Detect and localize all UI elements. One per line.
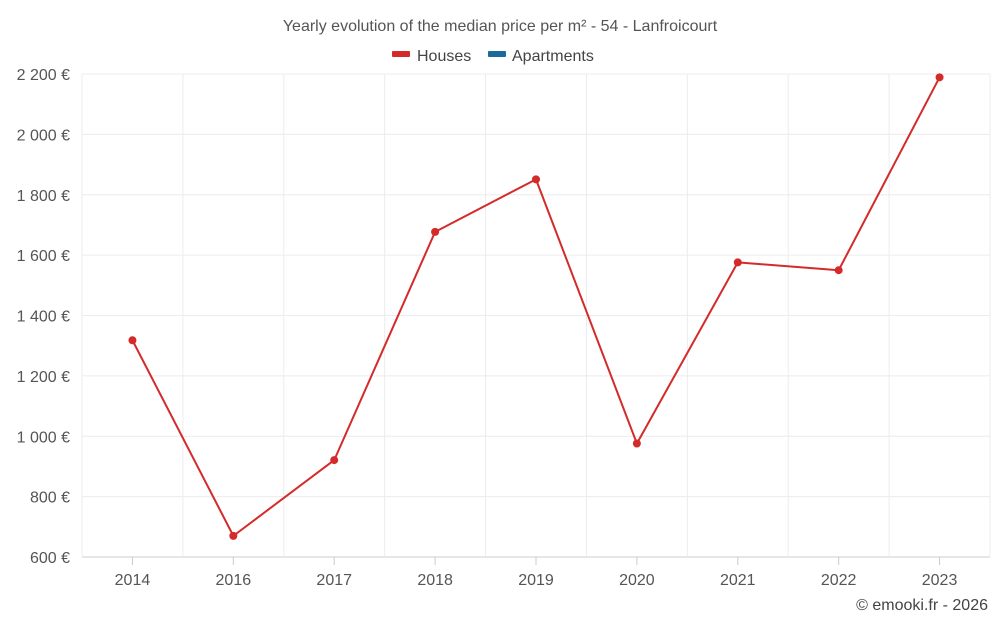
legend-swatch-apartments: [488, 51, 506, 57]
x-tick-label: 2017: [316, 572, 352, 589]
data-point-houses[interactable]: [632, 439, 641, 448]
data-point-houses[interactable]: [935, 73, 944, 82]
data-point-houses[interactable]: [834, 266, 843, 275]
x-tick-label: 2019: [518, 572, 554, 589]
legend: Houses Apartments: [392, 48, 594, 65]
chart-title: Yearly evolution of the median price per…: [283, 18, 718, 35]
data-point-houses[interactable]: [532, 175, 540, 184]
data-point-houses[interactable]: [733, 258, 742, 267]
x-tick-label: 2018: [417, 572, 453, 589]
y-tick-label: 1 000 €: [17, 429, 70, 446]
plot-axes: 600 € 800 € 1 000 € 1 200 € 1 400 € 1 600 € 1 …: [17, 67, 958, 589]
y-tick-label: 2 200 €: [17, 67, 70, 84]
plot-grid: [81, 73, 991, 558]
legend-swatch-houses: [392, 51, 410, 57]
plot-series: [128, 73, 944, 540]
x-tick-label: 2022: [821, 572, 857, 589]
y-tick-label: 1 800 €: [17, 188, 70, 205]
credit-text: © emooki.fr - 2026: [856, 597, 988, 614]
data-point-houses[interactable]: [128, 336, 137, 345]
y-tick-label: 1 400 €: [17, 309, 70, 326]
data-point-houses[interactable]: [330, 456, 339, 465]
legend-label-apartments: Apartments: [512, 48, 594, 65]
legend-item-houses[interactable]: Houses: [392, 48, 471, 65]
y-tick-label: 1 200 €: [17, 369, 70, 386]
y-tick-label: 1 600 €: [17, 248, 70, 265]
y-tick-label: 2 000 €: [17, 127, 70, 144]
data-point-houses[interactable]: [431, 227, 440, 236]
x-tick-label: 2023: [922, 572, 958, 589]
legend-label-houses: Houses: [417, 48, 471, 65]
data-point-houses[interactable]: [229, 531, 238, 540]
x-tick-label: 2016: [216, 572, 252, 589]
x-tick-label: 2021: [720, 572, 756, 589]
y-tick-label: 800 €: [30, 490, 70, 507]
x-tick-label: 2020: [619, 572, 655, 589]
legend-item-apartments[interactable]: Apartments: [488, 48, 594, 65]
y-tick-label: 600 €: [30, 550, 70, 567]
series-line-houses: [131, 76, 941, 537]
x-tick-label: 2014: [115, 572, 151, 589]
